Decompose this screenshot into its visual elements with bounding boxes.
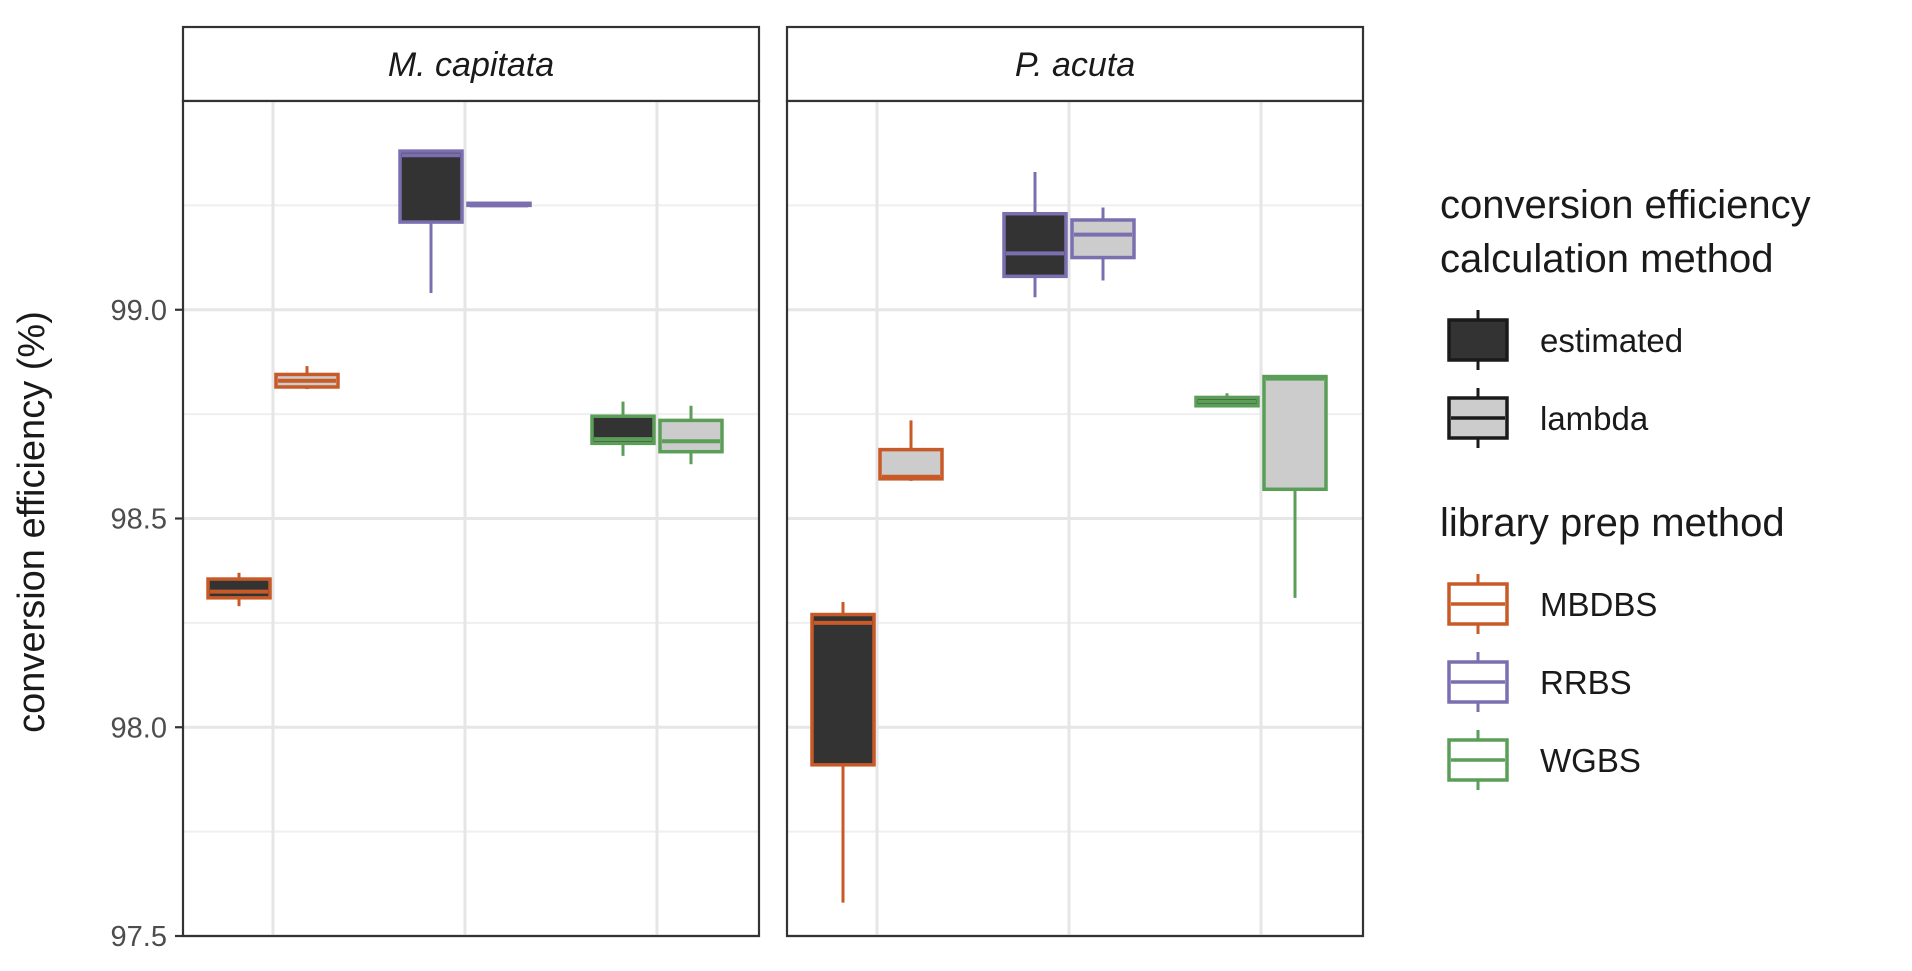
legend-library-prep-method: library prep method MBDBS RRBS WGBS (1440, 501, 1785, 790)
y-axis-title: conversion efficiency (%) (11, 311, 53, 733)
strip-label-p-acuta: P. acuta (1015, 46, 1135, 84)
box-m-capitata-wgbs-lambda (658, 405, 724, 465)
legend-title-line: library prep method (1440, 501, 1785, 545)
legend-title-line: calculation method (1440, 237, 1774, 281)
legend-title-line: conversion efficiency (1440, 183, 1811, 227)
facet-panels: M. capitata P. acuta (181, 25, 1365, 938)
legend-entry-mbdbs: MBDBS (1447, 574, 1657, 634)
y-tick-label-97-5: 97.5 (111, 921, 167, 953)
legend-label-wgbs: WGBS (1540, 742, 1641, 779)
box-m-capitata-mbdbs-lambda (274, 366, 340, 390)
box-body (658, 418, 724, 454)
panel-p-acuta: P. acuta (785, 25, 1365, 938)
box-p-acuta-mbdbs-estimated (810, 602, 876, 903)
box-body (1002, 211, 1068, 279)
legend-calculation-method: conversion efficiency calculation method e… (1440, 183, 1811, 448)
box-m-capitata-rrbs-lambda (466, 201, 532, 208)
box-body (810, 612, 876, 767)
legend-entry-lambda: lambda (1447, 388, 1649, 448)
legend-entry-rrbs: RRBS (1447, 652, 1632, 712)
legend-label-mbdbs: MBDBS (1540, 586, 1657, 623)
strip-p-acuta (785, 25, 1365, 103)
legend-entry-wgbs: WGBS (1447, 730, 1641, 790)
y-axis: 97.5 98.0 98.5 99.0 (111, 295, 183, 953)
legend-entry-estimated: estimated (1447, 310, 1683, 370)
box-m-capitata-mbdbs-estimated (206, 572, 272, 607)
box-p-acuta-wgbs-estimated (1194, 393, 1260, 408)
box-body (1070, 218, 1136, 260)
strip-label-m-capitata: M. capitata (388, 46, 554, 84)
panel-border (785, 99, 1365, 938)
box-body (1262, 374, 1328, 492)
box-m-capitata-rrbs-estimated (398, 149, 464, 294)
box-p-acuta-wgbs-lambda (1262, 374, 1328, 598)
y-tick-label-98-0: 98.0 (111, 712, 167, 744)
box-body (206, 577, 272, 600)
box-p-acuta-rrbs-lambda (1070, 207, 1136, 281)
box-body (878, 447, 944, 481)
legends: conversion efficiency calculation method e… (1440, 183, 1811, 790)
legend-label-lambda: lambda (1540, 400, 1649, 437)
box-p-acuta-mbdbs-lambda (878, 420, 944, 481)
y-tick-label-98-5: 98.5 (111, 504, 167, 536)
box-body (398, 149, 464, 224)
box-m-capitata-wgbs-estimated (590, 401, 656, 456)
legend-label-rrbs: RRBS (1540, 664, 1632, 701)
strip-m-capitata (181, 25, 761, 103)
legend-label-estimated: estimated (1540, 322, 1683, 359)
panel-m-capitata: M. capitata (181, 25, 761, 938)
y-tick-label-99-0: 99.0 (111, 295, 167, 327)
box-p-acuta-rrbs-estimated (1002, 171, 1068, 298)
